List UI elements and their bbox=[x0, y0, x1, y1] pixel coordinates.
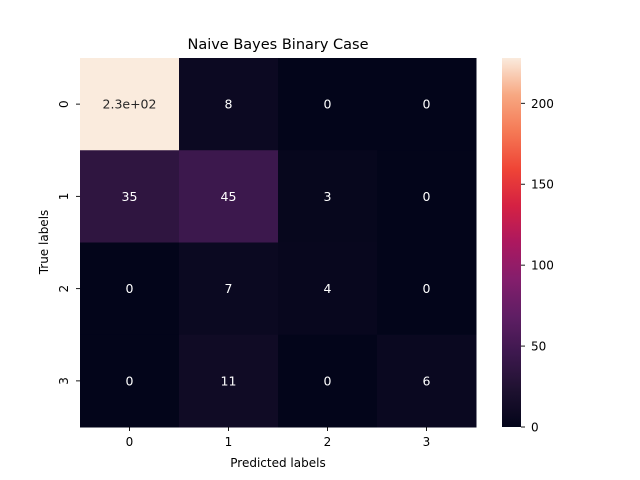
heatmap-cell-r2-c0 bbox=[80, 242, 180, 336]
colorbar-tick-label: 150 bbox=[531, 178, 554, 192]
y-tick-label: 2 bbox=[57, 285, 71, 293]
colorbar bbox=[502, 58, 521, 427]
heatmap-cell-r0-c1 bbox=[179, 58, 279, 151]
heatmap-cell-r0-c3 bbox=[377, 58, 477, 151]
heatmap-cell-r0-c2 bbox=[278, 58, 378, 151]
heatmap-cells bbox=[80, 58, 477, 428]
heatmap-cell-r1-c1 bbox=[179, 150, 279, 243]
cell-value-label: 0 bbox=[126, 281, 134, 296]
heatmap-cell-r2-c2 bbox=[278, 242, 378, 336]
heatmap-cell-r1-c0 bbox=[80, 150, 180, 243]
colorbar-tick-label: 0 bbox=[531, 421, 539, 435]
cell-value-label: 2.3e+02 bbox=[103, 97, 157, 112]
heatmap-cell-r3-c0 bbox=[80, 334, 180, 428]
cell-value-label: 0 bbox=[126, 373, 134, 388]
cell-value-label: 0 bbox=[423, 189, 431, 204]
heatmap-cell-r1-c3 bbox=[377, 150, 477, 243]
cell-value-label: 45 bbox=[221, 189, 237, 204]
cell-value-label: 3 bbox=[324, 189, 332, 204]
y-axis-ticks: 0 1 2 3 bbox=[57, 100, 80, 385]
y-tick-label: 0 bbox=[57, 100, 71, 108]
colorbar-tick-label: 100 bbox=[531, 259, 554, 273]
x-tick-label: 3 bbox=[423, 435, 431, 449]
y-axis-label: True labels bbox=[37, 210, 51, 276]
colorbar-tick-label: 200 bbox=[531, 97, 554, 111]
cell-value-label: 4 bbox=[324, 281, 332, 296]
heatmap-cell-labels: 2.3e+02 8 0 0 35 45 3 0 0 7 4 0 0 11 0 6 bbox=[103, 97, 431, 389]
y-tick-label: 3 bbox=[57, 377, 71, 385]
cell-value-label: 35 bbox=[122, 189, 138, 204]
colorbar-ticks: 0 50 100 150 200 bbox=[521, 97, 554, 435]
heatmap-cell-r0-c0 bbox=[80, 58, 180, 151]
x-tick-label: 2 bbox=[324, 435, 332, 449]
x-tick-label: 1 bbox=[225, 435, 233, 449]
x-tick-label: 0 bbox=[126, 435, 134, 449]
heatmap-cell-r2-c1 bbox=[179, 242, 279, 336]
cell-value-label: 6 bbox=[423, 373, 431, 388]
heatmap-cell-r3-c2 bbox=[278, 334, 378, 428]
y-tick-label: 1 bbox=[57, 193, 71, 201]
cell-value-label: 11 bbox=[221, 373, 237, 388]
cell-value-label: 7 bbox=[225, 281, 233, 296]
heatmap-cell-r3-c1 bbox=[179, 334, 279, 428]
cell-value-label: 0 bbox=[324, 373, 332, 388]
colorbar-tick-label: 50 bbox=[531, 340, 546, 354]
cell-value-label: 0 bbox=[423, 281, 431, 296]
x-axis-ticks: 0 1 2 3 bbox=[126, 427, 431, 449]
cell-value-label: 0 bbox=[423, 97, 431, 112]
heatmap-cell-r3-c3 bbox=[377, 334, 477, 428]
cell-value-label: 8 bbox=[225, 97, 233, 112]
cell-value-label: 0 bbox=[324, 97, 332, 112]
heatmap-cell-r1-c2 bbox=[278, 150, 378, 243]
x-axis-label: Predicted labels bbox=[230, 456, 325, 470]
heatmap-cell-r2-c3 bbox=[377, 242, 477, 336]
chart-title: Naive Bayes Binary Case bbox=[187, 37, 368, 53]
